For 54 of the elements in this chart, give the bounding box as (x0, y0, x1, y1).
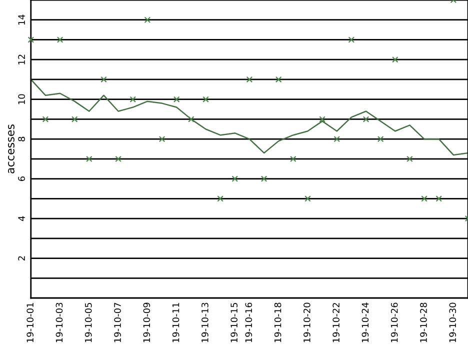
point (392, 56, 398, 63)
point (173, 96, 180, 102)
point (100, 76, 107, 83)
point (115, 156, 122, 162)
y-tick-label: 2 (18, 256, 25, 260)
point (362, 116, 370, 122)
point (260, 176, 268, 182)
point (144, 16, 151, 24)
point (158, 136, 166, 142)
y-tick-label: 8 (18, 136, 25, 142)
point (188, 116, 194, 122)
x-tick-label: 19-10-13 (202, 302, 208, 342)
x-tick-label: 19-10-16 (245, 302, 252, 342)
point (421, 196, 428, 202)
x-tick-label: 19-10-18 (274, 302, 282, 342)
point (290, 156, 296, 162)
point (232, 176, 238, 182)
x-tick-label: 19-10-03 (56, 302, 63, 342)
point (348, 36, 355, 43)
point (377, 136, 384, 142)
point (56, 36, 64, 43)
x-tick-label: 19-10-11 (172, 303, 180, 342)
point (130, 96, 136, 102)
x-tick-label: 19-10-05 (84, 302, 92, 342)
point (319, 116, 326, 122)
x-tick-label: 19-10-26 (390, 302, 398, 342)
x-tick-label: 19-10-01 (26, 303, 34, 342)
y-axis-title: accesses (8, 124, 14, 174)
y-tick-label: 4 (18, 216, 25, 221)
point (217, 196, 224, 202)
x-tick-label: 19-10-30 (449, 302, 456, 342)
point (406, 156, 413, 162)
point (334, 136, 340, 142)
point (436, 196, 442, 202)
x-tick-label: 19-10-22 (332, 303, 340, 342)
y-tick-label: 6 (18, 176, 25, 182)
x-tick-label: 19-10-24 (362, 302, 369, 342)
x-tick-label: 19-10-28 (420, 302, 427, 342)
point (275, 76, 282, 83)
line-series (30, 78, 468, 156)
point (246, 76, 253, 83)
y-tick-label: 10 (18, 94, 25, 104)
point (86, 156, 92, 162)
x-tick-label: 19-10-20 (304, 302, 310, 342)
y-tick-label: 12 (18, 54, 25, 64)
x-tick-label: 19-10-07 (114, 302, 121, 342)
point (28, 36, 34, 43)
x-tick-label: 19-10-09 (143, 302, 150, 342)
point (71, 116, 78, 122)
y-tick-label: 14 (18, 14, 25, 25)
x-tick-label: 19-10-15 (230, 302, 238, 342)
point (202, 96, 209, 102)
point (304, 196, 311, 202)
point (42, 116, 49, 122)
